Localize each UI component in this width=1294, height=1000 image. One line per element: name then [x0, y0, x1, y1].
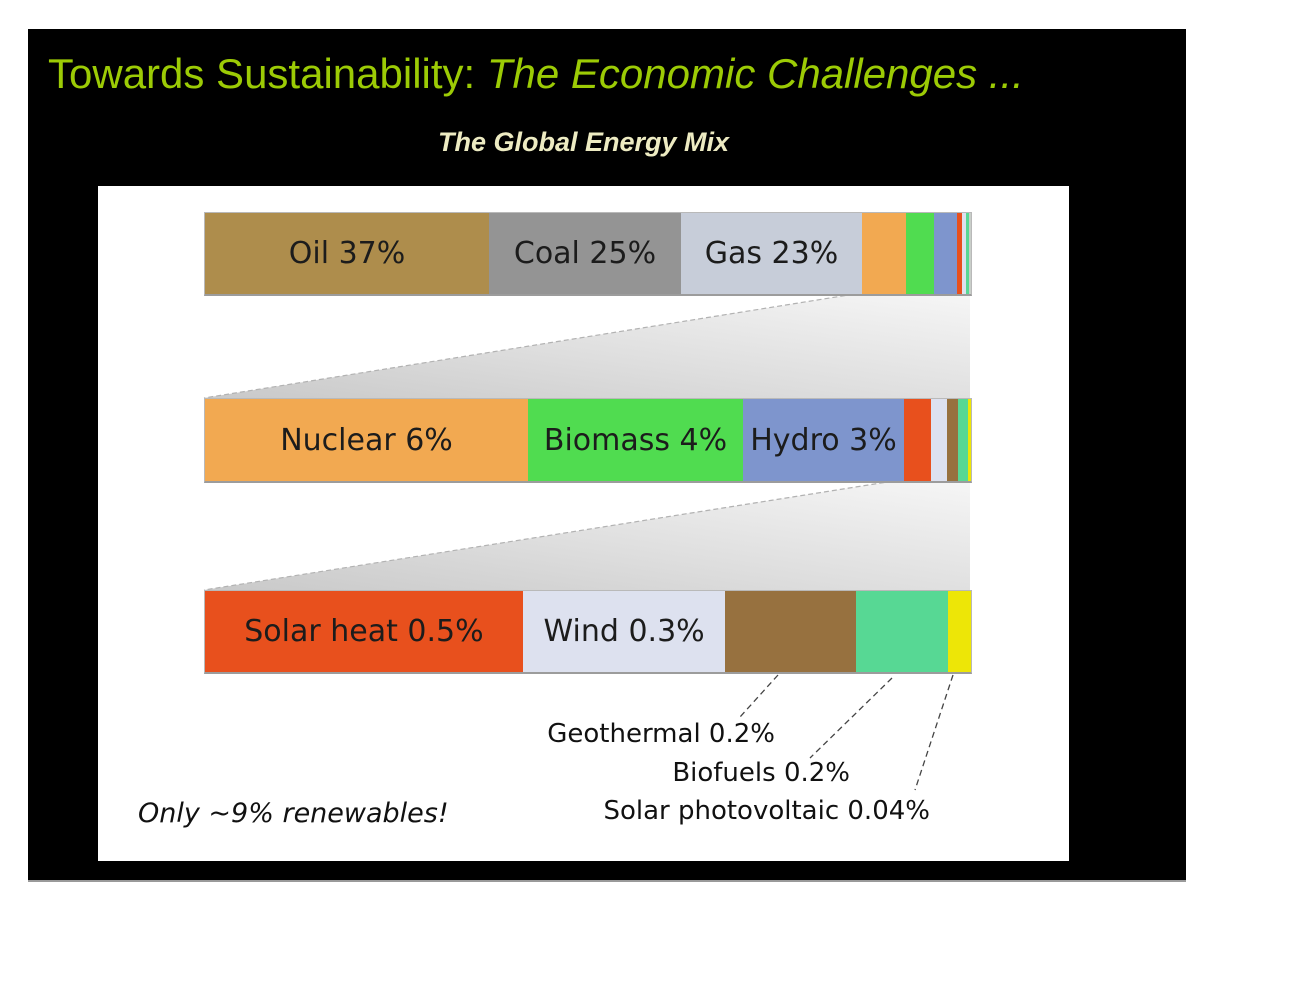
- bar-segment-other: [969, 213, 971, 294]
- bar-segment-oil: Oil 37%: [205, 213, 489, 294]
- leader-line-solar-pv: [914, 674, 954, 791]
- funnel-top-diagonal-edge: [203, 292, 862, 399]
- bar-segment-gas: Gas 23%: [681, 213, 862, 294]
- bar-segment-biomass: Biomass 4%: [528, 399, 743, 481]
- bar-segment-nuclear: Nuclear 6%: [205, 399, 528, 481]
- bar-segment-label: Solar heat 0.5%: [244, 614, 484, 649]
- slide-title: Towards Sustainability: The Economic Cha…: [48, 50, 1168, 97]
- bar-segment-label: Nuclear 6%: [280, 422, 453, 458]
- leader-line-geothermal: [739, 674, 779, 718]
- callout-solar-photovoltaic: Solar photovoltaic 0.04%: [603, 796, 930, 826]
- bar-segment-solar-heat: [904, 399, 931, 481]
- slide-title-emphasis: The Economic Challenges ...: [486, 50, 1024, 97]
- bar-segment-wind: [962, 213, 966, 294]
- renewables-note: Only ~9% renewables!: [138, 798, 449, 829]
- bar-segment-geothermal: [947, 399, 958, 481]
- bar-segment-solar-pv: [947, 591, 971, 672]
- energy-bar-fossil: Oil 37% Coal 25% Gas 23%: [204, 212, 972, 296]
- bar-segment-label: Coal 25%: [513, 236, 657, 271]
- bar-segment-hydro: [934, 213, 957, 294]
- bar-segment-biomass: [906, 213, 934, 294]
- bar-segment-coal: Coal 25%: [489, 213, 681, 294]
- callout-geothermal: Geothermal 0.2%: [547, 719, 775, 749]
- bar-segment-geothermal: [725, 591, 856, 672]
- bar-segment-biofuels: [958, 399, 968, 481]
- energy-bar-renewables: Solar heat 0.5% Wind 0.3%: [204, 590, 972, 674]
- bar-segment-label: Biomass 4%: [543, 422, 728, 458]
- bar-segment-biofuels: [966, 213, 969, 294]
- funnel-and-leader-lines: [203, 292, 970, 791]
- leader-line-biofuels: [809, 677, 893, 759]
- slide-subtitle: The Global Energy Mix: [437, 127, 730, 157]
- bar-segment-solar-heat: [957, 213, 962, 294]
- bar-segment-nuclear: [862, 213, 906, 294]
- bar-segment-solar-heat: Solar heat 0.5%: [205, 591, 523, 672]
- bar-segment-label: Wind 0.3%: [543, 614, 705, 649]
- bar-segment-biofuels: [855, 591, 948, 672]
- slide-background: Towards Sustainability: The Economic Cha…: [28, 29, 1186, 882]
- bar-segment-hydro: Hydro 3%: [743, 399, 904, 481]
- bar-segment-wind: [931, 399, 947, 481]
- callout-biofuels: Biofuels 0.2%: [672, 758, 850, 788]
- funnel-top-to-middle: [204, 293, 970, 398]
- slide-title-main: Towards Sustainability:: [48, 50, 487, 97]
- chart-panel: Oil 37% Coal 25% Gas 23% Nuclear 6% Biomass…: [98, 186, 1069, 861]
- bar-segment-solar-pv: [968, 399, 971, 481]
- funnel-middle-diagonal-edge: [203, 479, 901, 591]
- energy-bar-low-carbon: Nuclear 6% Biomass 4% Hydro 3%: [204, 398, 972, 483]
- bar-segment-label: Gas 23%: [704, 236, 839, 271]
- bar-segment-label: Oil 37%: [288, 236, 406, 271]
- funnel-middle-to-bottom: [204, 480, 970, 590]
- bar-segment-label: Hydro 3%: [750, 422, 897, 458]
- bar-segment-wind: Wind 0.3%: [522, 591, 726, 672]
